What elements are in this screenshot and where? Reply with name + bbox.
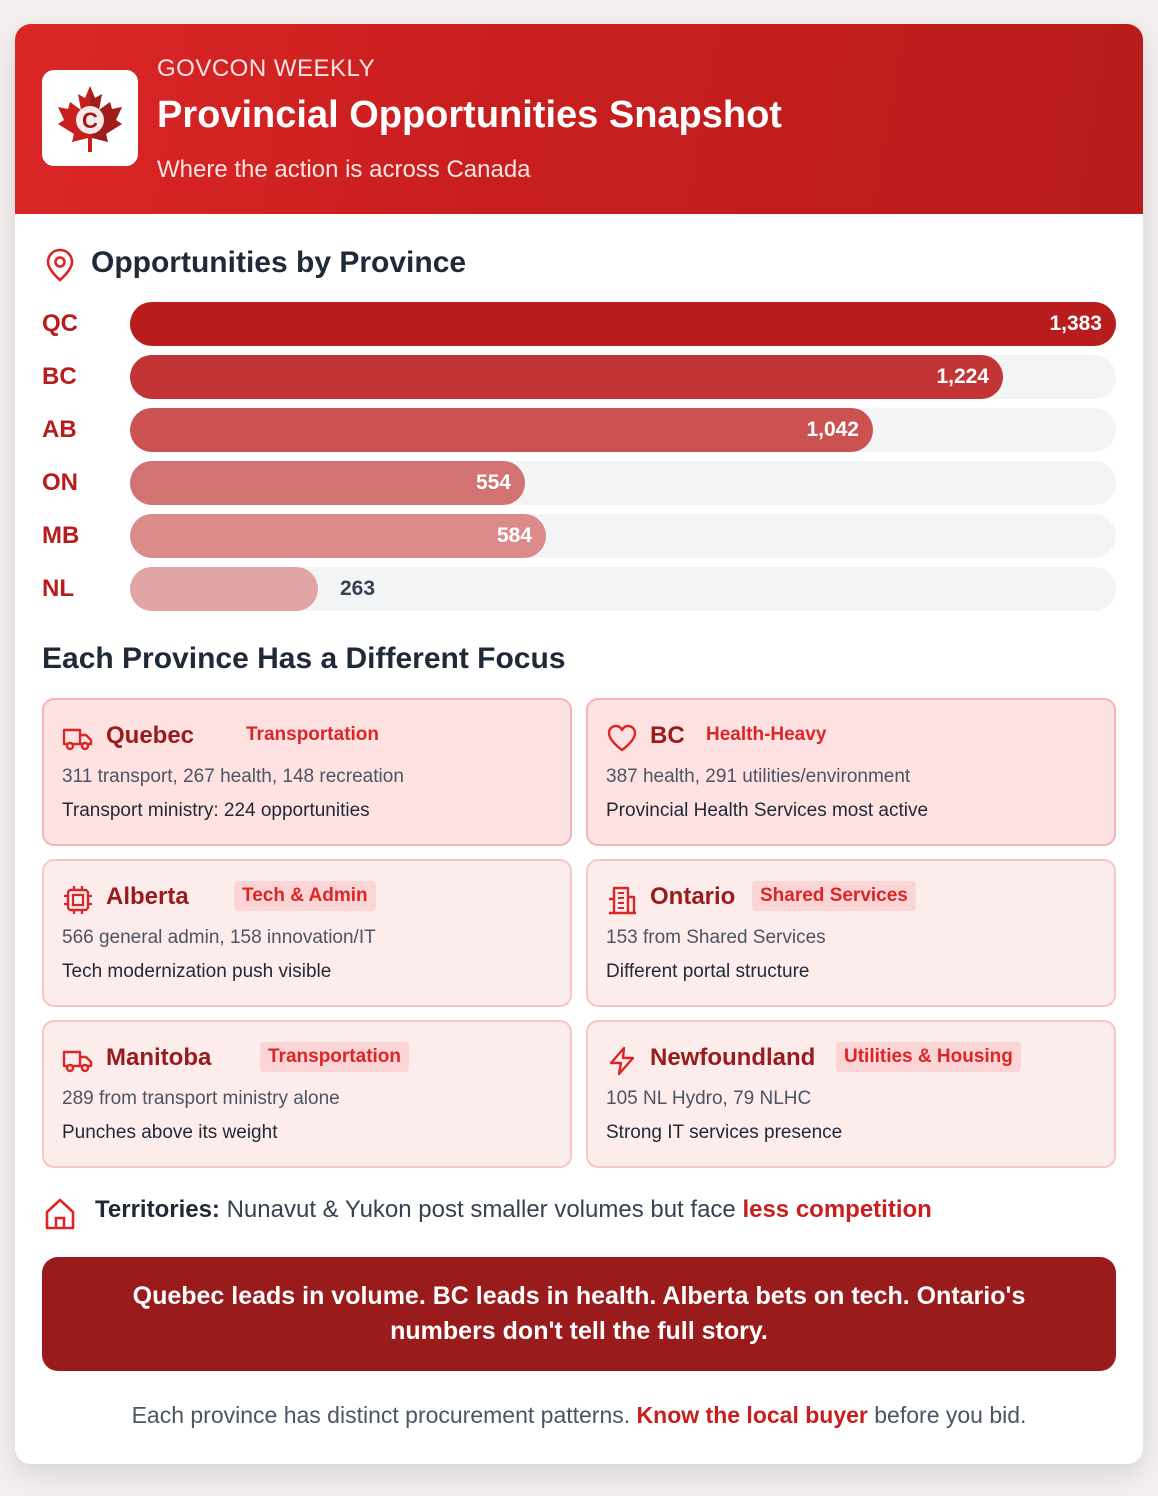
bar-category-label: AB: [42, 416, 77, 443]
focus-tag: Health-Heavy: [706, 724, 827, 745]
footer-text-before: Each province has distinct procurement p…: [131, 1402, 637, 1428]
province-name: Newfoundland: [650, 1044, 816, 1071]
territories-highlight: less competition: [742, 1196, 932, 1223]
truck-icon: [62, 724, 94, 757]
province-name: Manitoba: [106, 1044, 212, 1071]
bar-row: BC 1,224: [42, 355, 1116, 399]
focus-stats: 311 transport, 267 health, 148 recreatio…: [62, 766, 404, 787]
territories-note: Territories: Nunavut & Yukon post smalle…: [95, 1196, 932, 1224]
home-icon: [43, 1196, 77, 1237]
focus-insight: Provincial Health Services most active: [606, 800, 929, 821]
focus-stats: 566 general admin, 158 innovation/IT: [62, 927, 376, 948]
focus-insight: Punches above its weight: [62, 1122, 278, 1143]
bar-category-label: MB: [42, 522, 80, 549]
footer-text-after: before you bid.: [867, 1402, 1027, 1428]
bar-nl: [130, 567, 318, 611]
focus-stats: 387 health, 291 utilities/environment: [606, 766, 911, 787]
maple-leaf-logo-icon: C: [42, 70, 138, 166]
summary-text: Quebec leads in volume. BC leads in heal…: [132, 1282, 1026, 1345]
bar-category-label: ON: [42, 469, 78, 496]
svg-text:C: C: [82, 108, 98, 133]
header-banner: C GOVCON WEEKLY Provincial Opportunities…: [15, 24, 1143, 214]
focus-insight: Tech modernization push visible: [62, 961, 332, 982]
snapshot-card: C GOVCON WEEKLY Provincial Opportunities…: [15, 24, 1143, 1464]
bar-value-label: 554: [475, 471, 511, 494]
focus-section-title: Each Province Has a Different Focus: [42, 642, 566, 675]
bar-row: ON 554: [42, 461, 1116, 505]
focus-card-manitoba: Manitoba Transportation 289 from transport…: [42, 1020, 572, 1168]
territories-label: Territories:: [95, 1196, 220, 1223]
bar-category-label: NL: [42, 575, 74, 602]
bar-row: QC 1,383: [42, 302, 1116, 346]
cpu-icon: [62, 885, 94, 920]
province-name: Quebec: [106, 722, 195, 749]
bar-category-label: BC: [42, 363, 77, 390]
page-title: Provincial Opportunities Snapshot: [157, 94, 782, 136]
bar-value-label: 1,224: [936, 365, 989, 388]
summary-banner: Quebec leads in volume. BC leads in heal…: [42, 1257, 1116, 1371]
bar-category-label: QC: [42, 310, 78, 337]
bar-value-label: 263: [340, 577, 376, 600]
bolt-icon: [606, 1046, 638, 1081]
bar-value-label: 1,042: [806, 418, 859, 441]
bar-bc: [130, 355, 1003, 399]
focus-stats: 105 NL Hydro, 79 NLHC: [606, 1088, 812, 1109]
building-icon: [606, 885, 638, 920]
province-name: BC: [650, 722, 685, 749]
focus-tag: Transportation: [246, 724, 380, 745]
focus-insight: Transport ministry: 224 opportunities: [62, 800, 370, 821]
bar-track: 263: [130, 567, 1116, 611]
bar-row: AB 1,042: [42, 408, 1116, 452]
chart-title: Opportunities by Province: [91, 246, 467, 279]
focus-card-newfoundland: Newfoundland Utilities & Housing 105 NL Hy…: [586, 1020, 1116, 1168]
province-name: Alberta: [106, 883, 189, 910]
focus-tag: Tech & Admin: [234, 881, 376, 911]
bar-ab: [130, 408, 873, 452]
bar-track: 554: [130, 461, 1116, 505]
bar-row: NL 263: [42, 567, 1116, 611]
province-name: Ontario: [650, 883, 736, 910]
focus-card-ontario: Ontario Shared Services 153 from Shared Se…: [586, 859, 1116, 1007]
focus-insight: Different portal structure: [606, 961, 810, 982]
header-subtitle: Where the action is across Canada: [157, 156, 531, 183]
focus-card-alberta: Alberta Tech & Admin 566 general admin, 15…: [42, 859, 572, 1007]
focus-insight: Strong IT services presence: [606, 1122, 843, 1143]
header-kicker: GOVCON WEEKLY: [157, 55, 376, 82]
bar-value-label: 584: [496, 524, 532, 547]
territories-text: Nunavut & Yukon post smaller volumes but…: [219, 1196, 743, 1223]
focus-card-bc: BC Health-Heavy 387 health, 291 utilities/…: [586, 698, 1116, 846]
bar-value-label: 1,383: [1049, 312, 1102, 335]
focus-tag: Transportation: [260, 1042, 410, 1072]
bar-mb: [130, 514, 546, 558]
bar-track: 1,042: [130, 408, 1116, 452]
bar-track: 1,224: [130, 355, 1116, 399]
focus-tag: Shared Services: [752, 881, 916, 911]
focus-tag: Utilities & Housing: [836, 1042, 1021, 1072]
footer-highlight: Know the local buyer: [636, 1402, 868, 1428]
focus-stats: 153 from Shared Services: [606, 927, 826, 948]
bar-qc: [130, 302, 1116, 346]
footer-note: Each province has distinct procurement p…: [15, 1402, 1143, 1429]
bar-row: MB 584: [42, 514, 1116, 558]
focus-stats: 289 from transport ministry alone: [62, 1088, 340, 1109]
bar-on: [130, 461, 525, 505]
bar-track: 1,383: [130, 302, 1116, 346]
location-pin-icon: [45, 248, 75, 287]
truck-icon: [62, 1046, 94, 1079]
focus-card-quebec: Quebec Transportation 311 transport, 267 h…: [42, 698, 572, 846]
bar-track: 584: [130, 514, 1116, 558]
heart-icon: [606, 724, 638, 757]
